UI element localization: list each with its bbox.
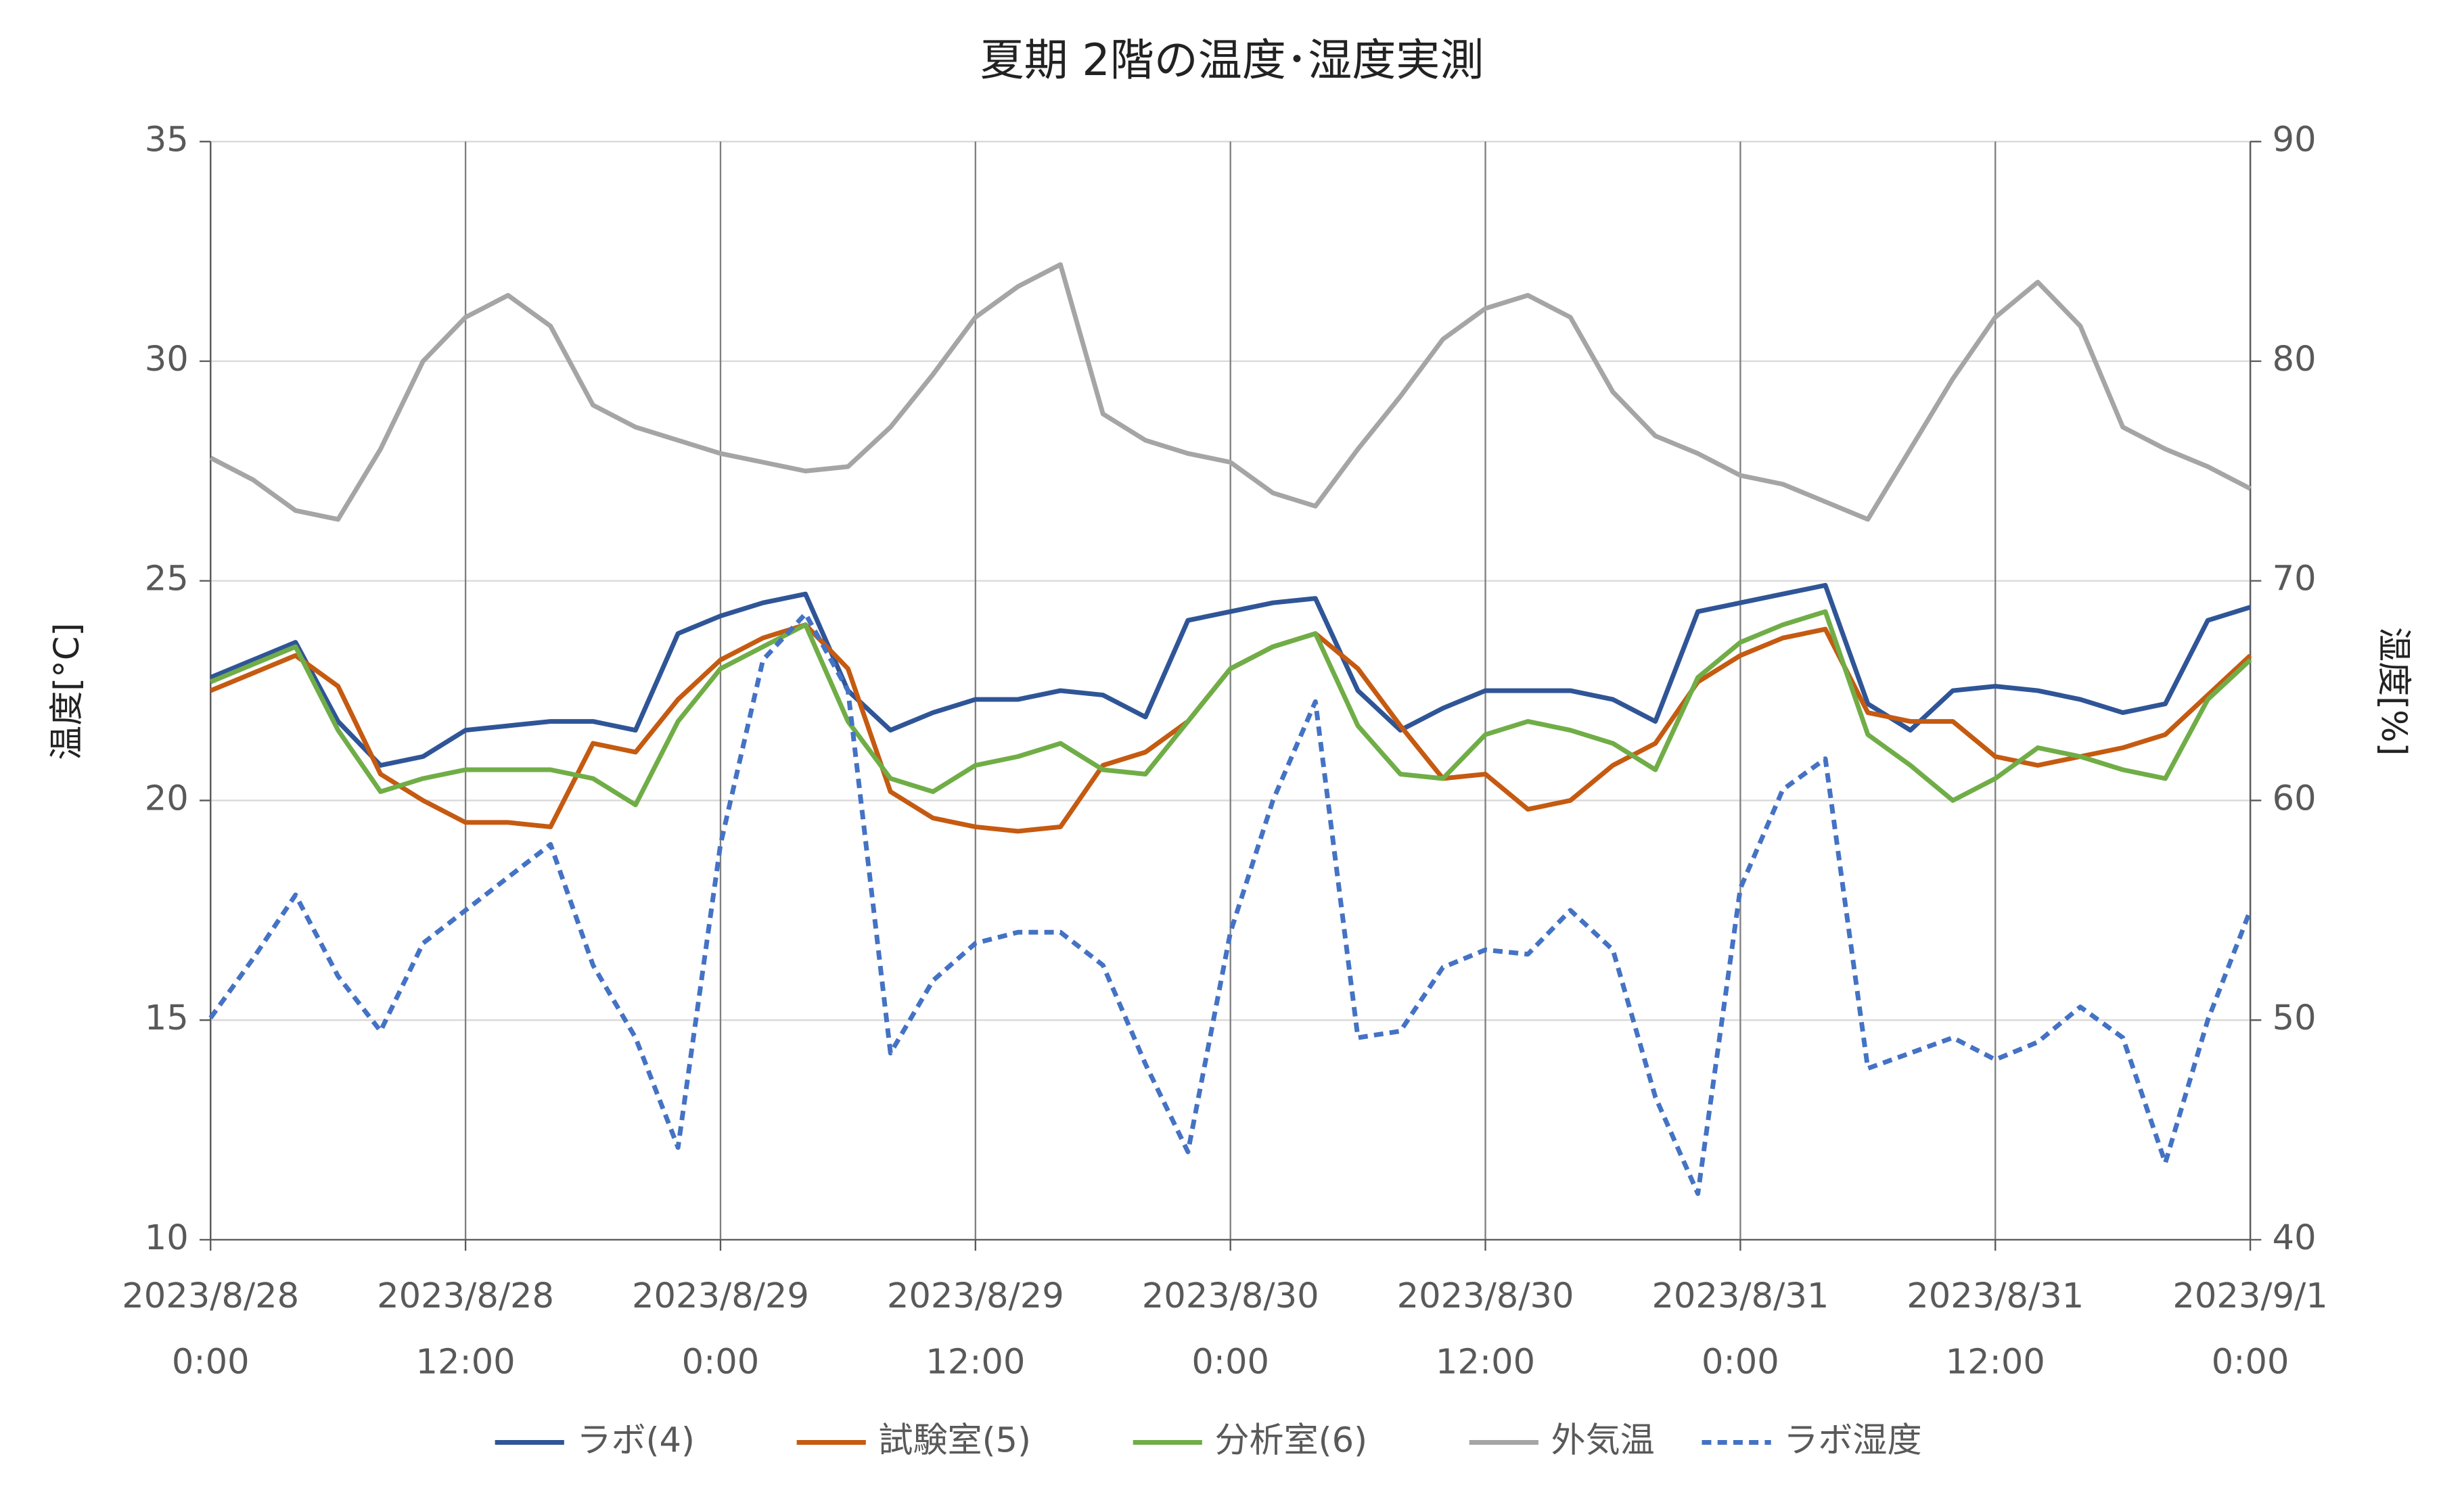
y-tick-label: 25 — [145, 559, 189, 599]
series-line — [208, 611, 2253, 1197]
y2-tick-label: 40 — [2273, 1218, 2317, 1258]
legend-label: 外気温 — [1551, 1421, 1655, 1461]
x-tick-label: 2023/8/31 12:00 — [1907, 1276, 2084, 1383]
legend-label: 分析室(6) — [1214, 1421, 1367, 1461]
x-tick-label: 2023/8/30 0:00 — [1142, 1276, 1319, 1383]
x-tick-label: 2023/8/31 0:00 — [1651, 1276, 1829, 1383]
y2-tick-label: 60 — [2273, 779, 2317, 818]
legend-label: 試験室(5) — [878, 1421, 1031, 1461]
y2-tick-label: 80 — [2273, 340, 2317, 379]
y-tick-label: 35 — [145, 120, 189, 160]
y-axis-label: 温度[°C] — [47, 623, 87, 760]
x-tick-label: 2023/9/1 0:00 — [2172, 1276, 2327, 1383]
y2-axis-label: 湿度[%] — [2373, 627, 2413, 756]
legend-label: ラボ(4) — [576, 1421, 695, 1461]
x-tick-label: 2023/8/28 12:00 — [377, 1276, 554, 1383]
x-tick-label: 2023/8/29 12:00 — [887, 1276, 1064, 1383]
y-tick-label: 15 — [145, 998, 189, 1038]
series-line — [209, 262, 2252, 522]
legend-label: ラボ湿度 — [1783, 1421, 1921, 1461]
y2-tick-label: 70 — [2273, 559, 2317, 599]
series-line — [209, 609, 2252, 808]
x-tick-label: 2023/8/28 0:00 — [122, 1276, 299, 1383]
series-line — [209, 582, 2252, 768]
y-tick-label: 30 — [145, 340, 189, 379]
x-tick-label: 2023/8/30 12:00 — [1397, 1276, 1574, 1383]
chart-title: 夏期 2階の温度･湿度実測 — [980, 35, 1484, 86]
y-tick-label: 10 — [145, 1218, 189, 1258]
x-tick-label: 2023/8/29 0:00 — [632, 1276, 809, 1383]
y-tick-label: 20 — [145, 779, 189, 818]
y2-tick-label: 90 — [2273, 120, 2317, 160]
y2-tick-label: 50 — [2273, 998, 2317, 1038]
